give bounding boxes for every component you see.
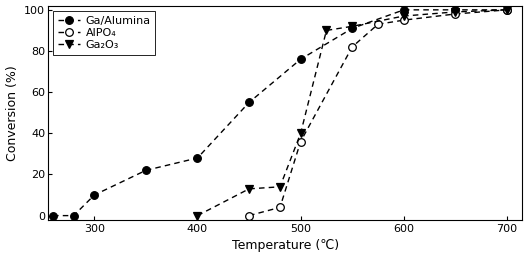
Ga/Alumina: [143, 169, 149, 172]
Ga₂O₃: [452, 10, 458, 13]
Y-axis label: Conversion (%): Conversion (%): [6, 65, 18, 160]
Line: Ga/Alumina: Ga/Alumina: [49, 6, 511, 219]
Ga₂O₃: [349, 25, 355, 28]
Ga₂O₃: [504, 8, 510, 11]
Line: AlPO₄: AlPO₄: [245, 6, 511, 219]
X-axis label: Temperature (℃): Temperature (℃): [232, 239, 339, 252]
Ga/Alumina: [349, 27, 355, 30]
Ga/Alumina: [91, 194, 98, 197]
Ga₂O₃: [246, 187, 252, 190]
Ga/Alumina: [452, 8, 458, 11]
Ga₂O₃: [401, 14, 407, 18]
Ga/Alumina: [71, 214, 77, 217]
AlPO₄: [297, 140, 304, 143]
Ga₂O₃: [323, 29, 329, 32]
Ga₂O₃: [297, 132, 304, 135]
AlPO₄: [246, 214, 252, 217]
Ga/Alumina: [401, 8, 407, 11]
Legend: Ga/Alumina, AlPO₄, Ga₂O₃: Ga/Alumina, AlPO₄, Ga₂O₃: [53, 11, 155, 55]
Ga₂O₃: [277, 185, 283, 188]
Ga/Alumina: [50, 214, 56, 217]
Line: Ga₂O₃: Ga₂O₃: [194, 6, 511, 219]
AlPO₄: [277, 206, 283, 209]
AlPO₄: [504, 8, 510, 11]
Ga/Alumina: [504, 8, 510, 11]
AlPO₄: [375, 23, 381, 26]
Ga₂O₃: [194, 214, 201, 217]
AlPO₄: [349, 45, 355, 49]
Ga/Alumina: [297, 58, 304, 61]
AlPO₄: [401, 19, 407, 22]
AlPO₄: [452, 12, 458, 15]
Ga/Alumina: [194, 156, 201, 159]
Ga/Alumina: [246, 101, 252, 104]
